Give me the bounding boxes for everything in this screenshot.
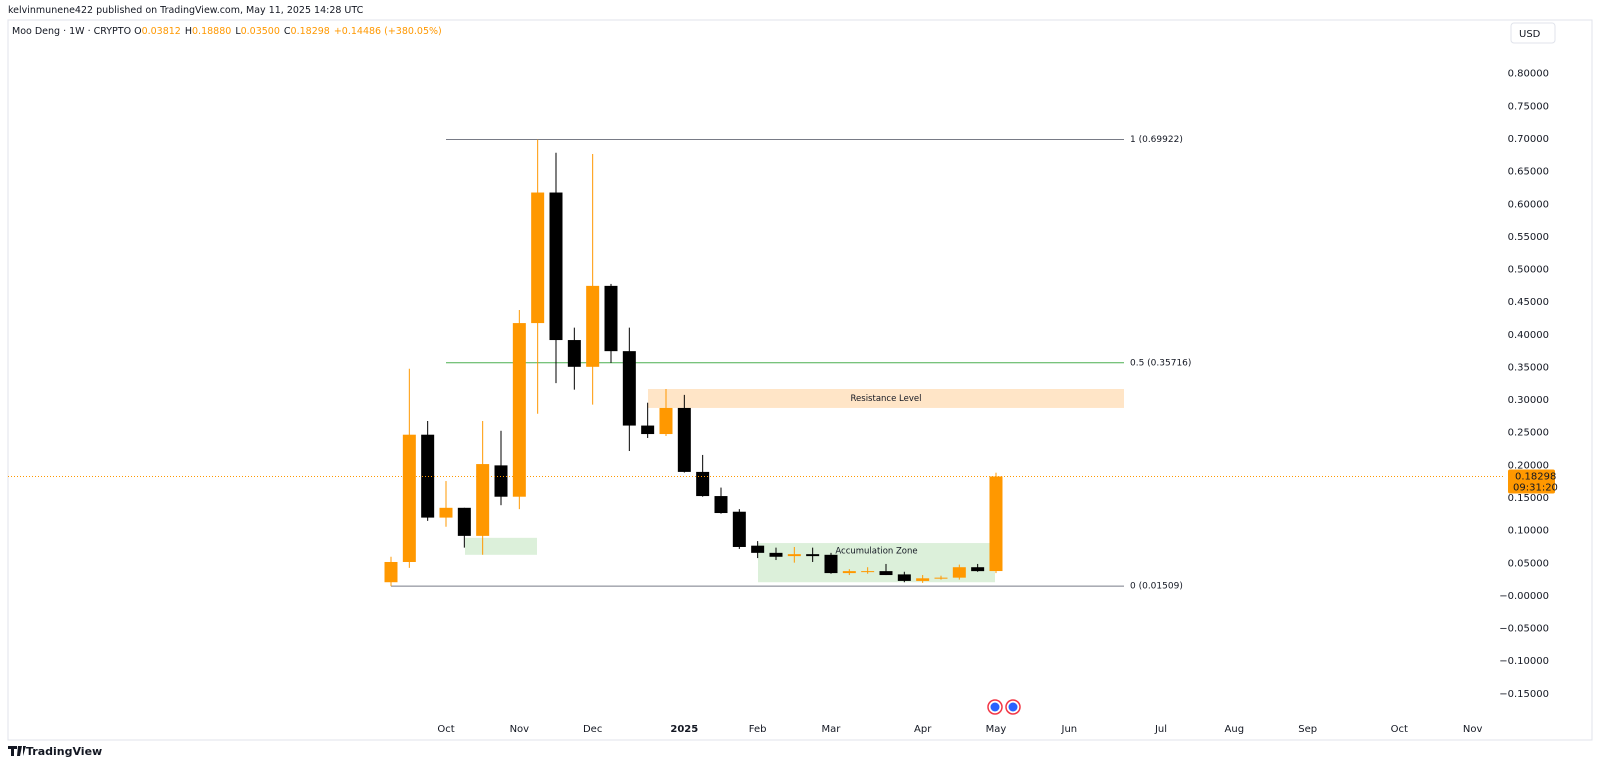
currency[interactable]: USD [1519,29,1541,40]
x-tick-label: Aug [1225,724,1245,735]
candle-body [677,407,691,472]
y-tick-label: 0.20000 [1508,460,1549,471]
ohlc-value: 0.03500 [240,26,280,37]
fib-label: 1 (0.69922) [1130,135,1183,145]
y-tick-label: 0.40000 [1508,330,1549,341]
last-price-label: 0.18298 [1515,471,1556,482]
y-tick-label: 0.25000 [1508,428,1549,439]
symbol: Moo Deng · 1W · CRYPTO [12,26,132,37]
candle-body [732,511,746,547]
y-tick-label: −0.10000 [1499,656,1549,667]
candle-body [714,496,728,514]
candle-body [622,351,636,426]
candle-body [806,554,820,557]
last-price-box [1508,469,1555,494]
candle-body [897,574,911,581]
y-tick-label: 0.05000 [1508,558,1549,569]
candle-body [861,571,875,573]
y-tick-label: 0.45000 [1508,297,1549,308]
y-tick-label: −0.15000 [1499,689,1549,700]
candle-body [934,577,948,579]
ohlc-key: L [235,26,241,37]
plot-area: Resistance Level Accumulation Zone 1 (0.69… [8,135,1505,592]
candle-body [531,192,545,324]
candle-body [952,567,966,578]
x-tick-label: May [986,724,1007,735]
candle-body [384,561,398,583]
ohlc-value: 0.18298 [290,26,330,37]
y-tick-label: 0.65000 [1508,167,1549,178]
y-tick-label: −0.05000 [1499,624,1549,635]
event-flags [987,699,1021,715]
y-tick-label: 0.30000 [1508,395,1549,406]
y-tick-label: −0.00000 [1499,591,1549,602]
logo [8,746,26,756]
y-tick-label: 0.15000 [1508,493,1549,504]
candle-body [567,340,581,367]
y-tick-label: 0.10000 [1508,526,1549,537]
x-tick-label: Jun [1061,724,1078,735]
x-tick-label: Nov [510,724,530,735]
candle-body [916,578,930,581]
y-tick-label: 0.75000 [1508,101,1549,112]
candle-body [842,571,856,574]
zone [648,389,1124,408]
candle-body [989,476,1003,572]
countdown: 09:31:20 [1513,482,1558,493]
zone [465,537,537,555]
y-tick-label: 0.35000 [1508,362,1549,373]
y-tick-label: 0.70000 [1508,134,1549,145]
currency-button[interactable] [1510,22,1556,44]
candle-body [402,434,416,562]
ohlc-key: H [184,26,193,37]
candle-body [604,285,618,352]
x-tick-label: Oct [1391,724,1408,735]
zone-label: Resistance Level [851,394,922,404]
x-tick-label: Nov [1463,724,1483,735]
candle-body [971,567,985,572]
candle-body [549,192,563,341]
x-tick-label: Mar [822,724,842,735]
ohlc-key: C [283,26,291,37]
publisher: kelvinmunene422 published on TradingView… [8,5,364,16]
candle-body [476,464,490,536]
y-tick-label: 0.50000 [1508,265,1549,276]
candle-body [439,507,453,518]
x-tick-label: Feb [749,724,767,735]
y-tick-label: 0.80000 [1508,69,1549,80]
x-tick-label: Apr [914,724,932,735]
candle-body [641,425,655,435]
candle-body [824,554,838,574]
fib-label: 0.5 (0.35716) [1130,358,1191,368]
y-tick-label: 0.60000 [1508,199,1549,210]
ohlc-key: O [134,26,142,37]
x-tick-label: Dec [583,724,602,735]
pane-border [7,19,1593,741]
fib-label: 0 (0.01509) [1130,582,1183,592]
candle-body [879,571,893,576]
candle-body [787,554,801,557]
candle-body [457,507,471,536]
ohlc-value: 0.03812 [141,26,181,37]
x-tick-label: 2025 [670,724,698,735]
candle-body [512,323,526,497]
candle-body [659,407,673,435]
candle-body [769,552,783,557]
symbol-legend: Moo Deng · 1W · CRYPTO O0.03812 H0.18880 L… [12,26,446,37]
candle-body [751,545,765,553]
candle-body [494,465,508,497]
brand: TradingView [26,745,102,758]
candle-body [586,285,600,367]
candle-body [421,434,435,518]
x-tick-label: Oct [437,724,454,735]
ohlc-value: 0.18880 [192,26,232,37]
change: +0.14486 (+380.05%) [333,26,442,37]
y-tick-label: 0.55000 [1508,232,1549,243]
zone-label: Accumulation Zone [835,547,917,557]
x-tick-label: Sep [1298,724,1317,735]
x-tick-label: Jul [1154,724,1167,735]
candle-body [696,471,710,497]
